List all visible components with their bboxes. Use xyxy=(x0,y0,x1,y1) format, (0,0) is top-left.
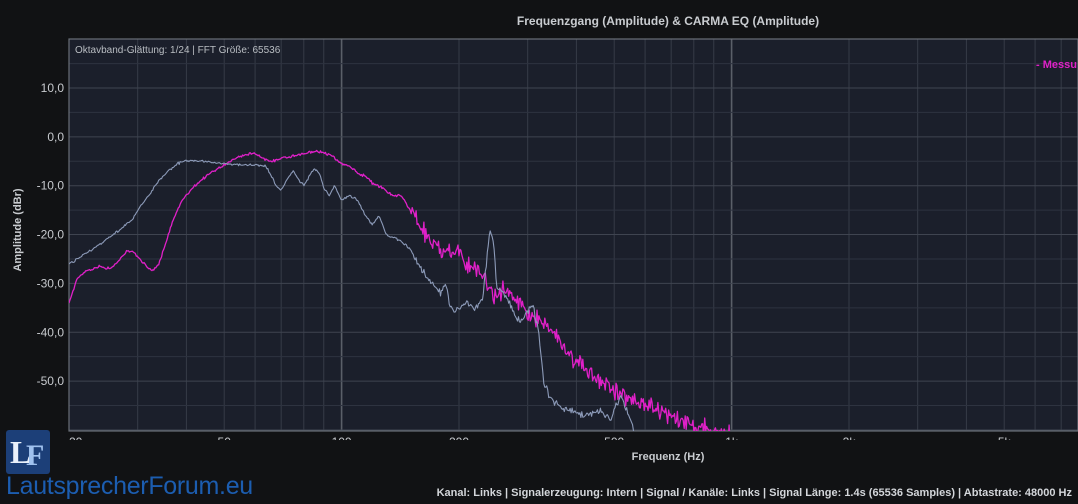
x-tick-label: 500 xyxy=(604,435,624,440)
y-tick-label: -10,0 xyxy=(37,179,65,193)
x-axis-label: Frequenz (Hz) xyxy=(631,451,705,463)
frequency-response-chart: 10,0 0,0 -10,0 -20,0 -30,0 -40,0 -50,0 20 50 100 2… xyxy=(37,38,1078,440)
smoothing-info: Oktavband-Glättung: 1/24 | FFT Größe: 65… xyxy=(75,45,281,56)
x-tick-label: 20 xyxy=(69,435,83,440)
series-line-measurement xyxy=(69,149,731,431)
x-tick-label: 200 xyxy=(449,435,469,440)
x-tick-label: 5k xyxy=(998,435,1012,440)
chart-title: Frequenzgang (Amplitude) & CARMA EQ (Amp… xyxy=(516,14,820,28)
y-tick-label: 0,0 xyxy=(47,130,64,144)
y-tick-label: -30,0 xyxy=(37,276,65,290)
status-bar: Kanal: Links | Signalerzeugung: Intern |… xyxy=(436,487,1072,499)
x-tick-label: 2k xyxy=(843,435,857,440)
y-tick-label: -40,0 xyxy=(37,325,65,339)
series-line-carma-eq xyxy=(69,159,635,431)
y-tick-label: -20,0 xyxy=(37,228,65,242)
x-tick-label: 1k xyxy=(725,435,739,440)
logo-letter-f: F xyxy=(26,439,45,472)
logo-letter-l: L xyxy=(10,434,32,470)
forum-logo: L F xyxy=(6,430,50,474)
y-axis-label: Amplitude (dBr) xyxy=(12,188,24,272)
forum-site-name: LautsprecherForum.eu xyxy=(6,472,253,500)
legend-entry-measurement[interactable]: - Messu xyxy=(1036,59,1077,71)
plot-frame xyxy=(68,38,1078,432)
x-tick-label: 100 xyxy=(332,435,352,440)
y-tick-label: 10,0 xyxy=(41,81,65,95)
x-tick-label: 50 xyxy=(218,435,232,440)
y-tick-label: -50,0 xyxy=(37,374,65,388)
